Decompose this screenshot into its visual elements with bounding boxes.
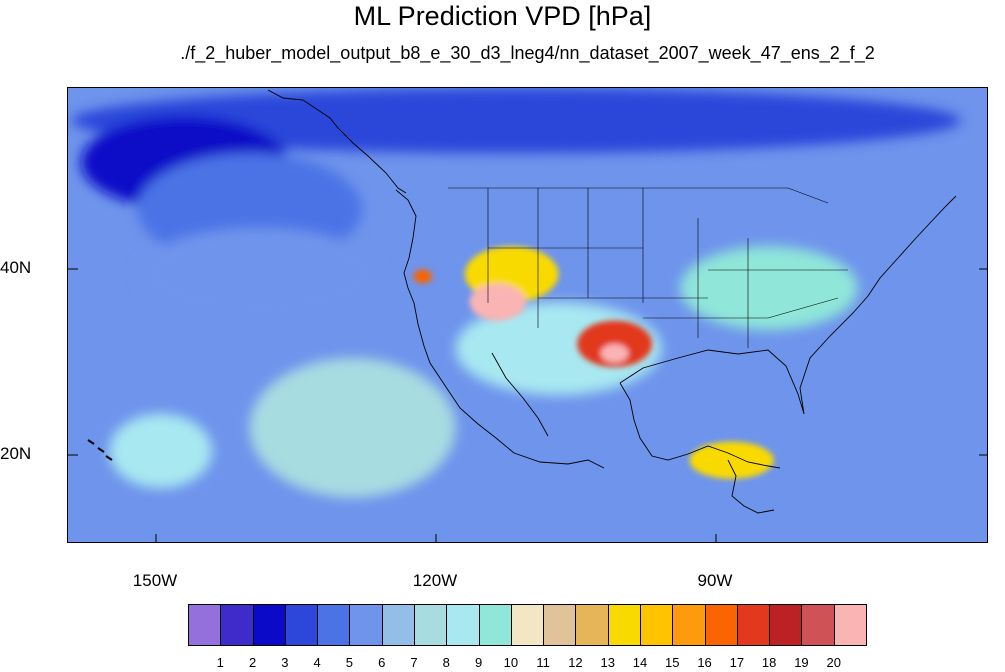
central-america-coastline (727, 459, 775, 514)
map-title: ML Prediction VPD [hPa] (353, 1, 652, 31)
colorbar-swatch (510, 604, 545, 646)
colorbar-swatch (704, 604, 738, 646)
colorbar-label: 20 (826, 655, 841, 670)
lon-label-120w: 120W (412, 571, 458, 590)
pacific-coastline (395, 189, 605, 469)
map-ticks (68, 268, 987, 542)
vpd-region (249, 357, 456, 498)
atlantic-coastline (619, 195, 957, 415)
lat-label-40n: 40N (0, 258, 32, 277)
colorbar-label: 13 (600, 655, 615, 670)
colorbar-swatch (220, 604, 254, 646)
lon-label-90w: 90W (697, 571, 733, 590)
lat-label-20n: 20N (0, 444, 32, 463)
colorbar-swatch (736, 604, 771, 646)
colorbar-swatch (252, 604, 286, 646)
vpd-region (109, 413, 213, 489)
map-subtitle: ./f_2_huber_model_output_b8_e_30_d3_lneg… (180, 43, 875, 63)
colorbar-label: 4 (313, 655, 321, 670)
colorbar-swatch (414, 604, 448, 646)
colorbar-label: 11 (536, 655, 550, 670)
colorbar-swatch (381, 604, 415, 646)
colorbar-label: 15 (665, 655, 680, 670)
gulf-of-mexico-coastline (619, 382, 781, 469)
colorbar-swatch (543, 604, 577, 646)
colorbar-label: 9 (474, 655, 483, 670)
vpd-region (680, 246, 858, 330)
colorbar-label: 18 (761, 655, 777, 670)
vpd-field (68, 88, 987, 542)
colorbar-swatch (801, 604, 835, 646)
vpd-region (413, 269, 433, 284)
alaska-coastline (267, 89, 407, 194)
colorbar-label: 19 (794, 655, 809, 670)
lon-label-150w: 150W (132, 571, 178, 590)
colorbar-swatch (317, 604, 351, 646)
vpd-region (137, 227, 381, 321)
colorbar-swatch (446, 604, 480, 646)
vpd-map (67, 87, 988, 543)
colorbar-label: 7 (410, 655, 418, 670)
colorbar-label: 14 (632, 655, 648, 670)
vpd-region (600, 343, 629, 363)
vpd-region (71, 88, 961, 154)
colorbar (188, 604, 867, 648)
vpd-region (689, 441, 774, 479)
colorbar-swatch (672, 604, 706, 646)
colorbar-swatch (284, 604, 319, 646)
colorbar-label: 1 (216, 655, 224, 670)
colorbar-swatch (188, 604, 222, 646)
colorbar-label: 16 (697, 655, 712, 670)
colorbar-label: 2 (248, 655, 257, 670)
colorbar-label: 10 (503, 655, 519, 670)
colorbar-swatch (575, 604, 609, 646)
colorbar-swatch (607, 604, 641, 646)
colorbar-label: 3 (281, 655, 289, 670)
colorbar-label: 5 (345, 655, 354, 670)
colorbar-label: 6 (378, 655, 386, 670)
colorbar-label: 8 (442, 655, 450, 670)
colorbar-label: 17 (729, 655, 745, 670)
state-borders (448, 187, 848, 348)
hawaii-islands (87, 439, 113, 461)
colorbar-swatch (478, 604, 512, 646)
vpd-region (469, 283, 526, 321)
coastlines (87, 89, 957, 514)
colorbar-swatch (833, 604, 867, 646)
baja-gulf-coastline (491, 352, 549, 437)
colorbar-swatch (349, 604, 383, 646)
colorbar-swatch (640, 604, 674, 646)
colorbar-swatch (769, 604, 803, 646)
colorbar-label: 12 (568, 655, 583, 670)
